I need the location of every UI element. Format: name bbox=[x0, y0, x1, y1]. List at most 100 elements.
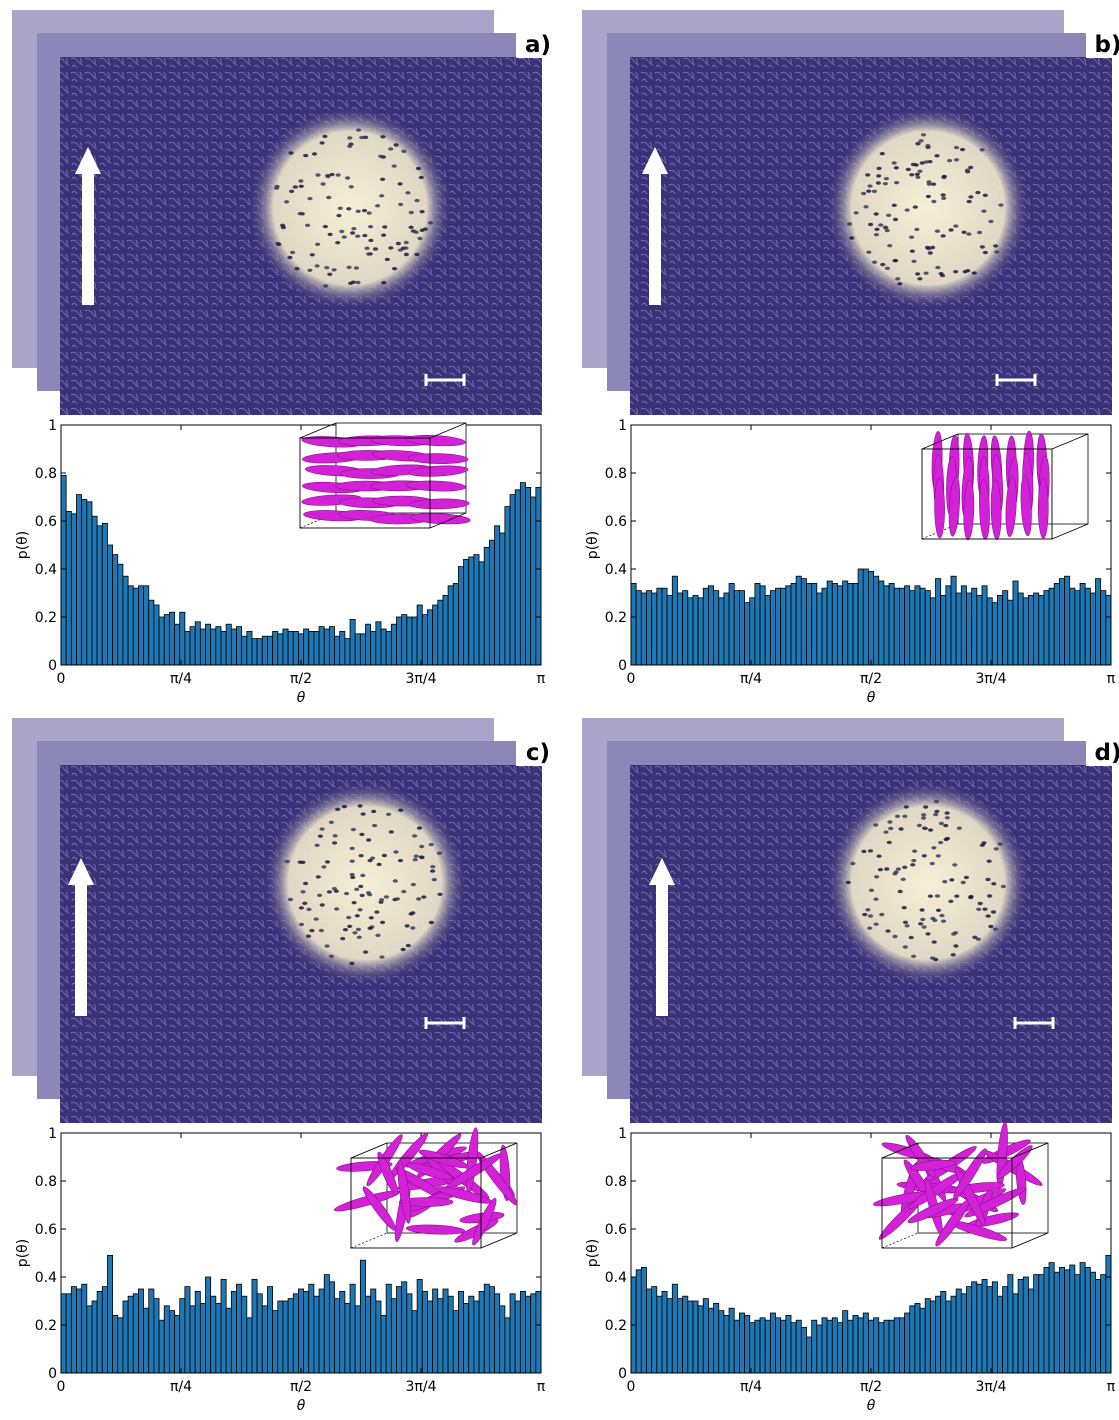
histogram-bar bbox=[277, 633, 284, 666]
histogram-bar bbox=[950, 1295, 957, 1374]
histogram-bar bbox=[919, 1307, 926, 1374]
histogram-bar bbox=[323, 628, 330, 666]
histogram-bar bbox=[514, 1300, 521, 1374]
y-tick-label: 0.2 bbox=[35, 610, 57, 626]
histogram-bar bbox=[981, 585, 988, 666]
histogram-bar bbox=[1105, 595, 1112, 666]
histogram-bar bbox=[697, 597, 704, 666]
illuminated-spot bbox=[826, 781, 1030, 985]
histogram-bar bbox=[194, 621, 201, 666]
histogram-bar bbox=[940, 1291, 947, 1374]
histogram-bar bbox=[107, 1255, 114, 1374]
histogram-bar bbox=[785, 585, 792, 666]
histogram-bar bbox=[91, 515, 98, 666]
histogram-bar bbox=[323, 1274, 330, 1374]
histogram-bar bbox=[519, 482, 526, 666]
histogram-bar bbox=[210, 628, 217, 666]
y-tick-label: 1 bbox=[48, 1126, 57, 1142]
histogram-bar bbox=[909, 1305, 916, 1374]
histogram-bar bbox=[199, 628, 206, 666]
x-axis-label: θ bbox=[867, 1398, 876, 1414]
histogram-bar bbox=[349, 1283, 356, 1374]
histogram-bar bbox=[883, 1319, 890, 1374]
histogram-bar bbox=[831, 1317, 838, 1374]
histogram-bar bbox=[914, 585, 921, 666]
histogram-bar bbox=[483, 547, 490, 666]
histogram-bar bbox=[656, 1295, 663, 1374]
x-tick-label: π bbox=[1107, 1379, 1116, 1395]
x-tick-label: 0 bbox=[57, 1379, 66, 1395]
histogram-bar bbox=[488, 1286, 495, 1374]
histogram-bar bbox=[868, 571, 874, 666]
histogram-bar bbox=[986, 1286, 993, 1374]
histogram-bar bbox=[241, 635, 248, 666]
histogram-bar bbox=[303, 1291, 310, 1374]
image-stack bbox=[12, 718, 542, 1123]
histogram-bar bbox=[661, 1291, 668, 1374]
histogram-bar bbox=[101, 523, 108, 666]
histogram-bar bbox=[385, 1283, 392, 1374]
x-tick-label: π/4 bbox=[170, 671, 192, 687]
svg-text:a): a) bbox=[525, 32, 551, 58]
histogram-bar bbox=[246, 1317, 253, 1374]
histogram-bar bbox=[287, 1298, 294, 1374]
histogram-bar bbox=[682, 1295, 689, 1374]
histogram-bar bbox=[966, 1286, 973, 1374]
panel-label: b) bbox=[1086, 28, 1119, 58]
histogram-bar bbox=[519, 1291, 526, 1374]
svg-text:d): d) bbox=[1095, 740, 1119, 766]
histogram-bar bbox=[806, 1336, 813, 1374]
histogram-bar bbox=[646, 1288, 653, 1374]
illuminated-spot bbox=[826, 106, 1030, 310]
histogram-bar bbox=[375, 1300, 382, 1374]
histogram-bar bbox=[991, 1281, 998, 1374]
histogram-bar bbox=[754, 1319, 761, 1374]
micrograph bbox=[60, 57, 542, 415]
x-tick-label: π/4 bbox=[740, 1379, 762, 1395]
histogram-bar bbox=[919, 587, 926, 666]
histogram-bar bbox=[334, 1298, 341, 1374]
histogram-bar bbox=[837, 585, 844, 666]
inset-rod bbox=[907, 1197, 959, 1224]
histogram-bar bbox=[370, 1288, 377, 1374]
histogram-bar bbox=[437, 1298, 444, 1374]
histogram-bar bbox=[468, 1295, 475, 1374]
panel-a-svg: a) 0 0.2 0.4 0.6 0.8 1 0 π/4 π/2 3π/4 π θ p(θ) bbox=[12, 10, 560, 706]
histogram-bar bbox=[997, 595, 1004, 666]
histogram-bar bbox=[1017, 592, 1024, 666]
histogram-bar bbox=[220, 631, 227, 666]
y-tick-label: 0.6 bbox=[605, 514, 627, 530]
histogram-bar bbox=[236, 626, 243, 666]
inset-cube bbox=[333, 1127, 518, 1249]
histogram-bar bbox=[713, 1303, 720, 1374]
inset-rod bbox=[979, 479, 990, 540]
histogram-bar bbox=[759, 585, 766, 666]
histogram-bar bbox=[656, 587, 663, 666]
scale-bar-icon bbox=[1013, 1017, 1055, 1029]
histogram-bar bbox=[713, 590, 720, 666]
y-tick-label: 0.6 bbox=[35, 1222, 57, 1238]
histogram-bar bbox=[955, 592, 962, 666]
x-tick-label: π/2 bbox=[290, 1379, 312, 1395]
histogram-bar bbox=[826, 580, 833, 666]
histogram-bar bbox=[298, 1288, 304, 1374]
histogram-bar bbox=[246, 631, 253, 666]
histogram-bar bbox=[1100, 1274, 1107, 1374]
histogram-bar bbox=[1084, 587, 1091, 666]
histogram-bar bbox=[91, 1300, 98, 1374]
histogram-bar bbox=[530, 1293, 537, 1374]
micrograph bbox=[630, 57, 1112, 415]
histogram-bar bbox=[733, 590, 740, 666]
histogram-bar bbox=[101, 1286, 108, 1374]
histogram-bar bbox=[826, 1319, 833, 1374]
histogram-bar bbox=[651, 592, 658, 666]
histogram-bar bbox=[421, 1291, 428, 1374]
histogram-bar bbox=[427, 1300, 434, 1374]
histogram-bar bbox=[893, 587, 900, 666]
histogram-bar bbox=[914, 1303, 921, 1374]
histogram-bar bbox=[1069, 587, 1076, 666]
y-tick-label: 0.2 bbox=[605, 1318, 627, 1334]
inset-rod bbox=[953, 1148, 987, 1200]
histogram-bar bbox=[499, 532, 506, 666]
histogram-bar bbox=[661, 587, 668, 666]
